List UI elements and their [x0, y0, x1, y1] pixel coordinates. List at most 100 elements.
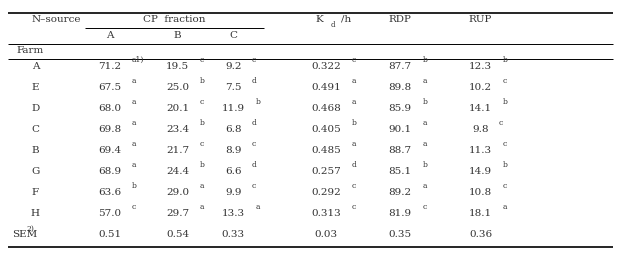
Text: 19.5: 19.5: [166, 62, 189, 71]
Text: b: b: [352, 119, 357, 127]
Text: 24.4: 24.4: [166, 167, 189, 176]
Text: CP  fraction: CP fraction: [143, 15, 206, 24]
Text: 68.9: 68.9: [98, 167, 121, 176]
Text: K: K: [316, 15, 324, 24]
Text: A: A: [106, 31, 113, 40]
Text: c: c: [200, 98, 204, 106]
Text: 87.7: 87.7: [389, 62, 412, 71]
Text: 0.491: 0.491: [311, 83, 341, 92]
Text: 10.8: 10.8: [469, 188, 492, 197]
Text: D: D: [31, 104, 40, 113]
Text: a: a: [132, 140, 137, 148]
Text: 6.8: 6.8: [225, 125, 242, 134]
Text: a: a: [422, 140, 427, 148]
Text: 0.322: 0.322: [311, 62, 341, 71]
Text: 21.7: 21.7: [166, 146, 189, 155]
Text: c: c: [352, 203, 356, 211]
Text: 81.9: 81.9: [389, 209, 412, 218]
Text: 57.0: 57.0: [98, 209, 121, 218]
Text: B: B: [174, 31, 181, 40]
Text: c: c: [503, 140, 507, 148]
Text: c: c: [499, 119, 503, 127]
Text: 89.2: 89.2: [389, 188, 412, 197]
Text: C: C: [229, 31, 237, 40]
Text: b: b: [255, 98, 260, 106]
Text: /h: /h: [342, 15, 351, 24]
Text: RUP: RUP: [469, 15, 492, 24]
Text: 89.8: 89.8: [389, 83, 412, 92]
Text: RDP: RDP: [389, 15, 412, 24]
Text: a: a: [200, 182, 204, 190]
Text: b: b: [503, 98, 507, 106]
Text: c: c: [352, 56, 356, 64]
Text: b: b: [503, 56, 507, 64]
Text: 63.6: 63.6: [98, 188, 121, 197]
Text: 13.3: 13.3: [222, 209, 245, 218]
Text: 18.1: 18.1: [469, 209, 492, 218]
Text: a: a: [422, 119, 427, 127]
Text: 14.9: 14.9: [469, 167, 492, 176]
Text: 0.54: 0.54: [166, 230, 189, 239]
Text: 29.0: 29.0: [166, 188, 189, 197]
Text: a: a: [255, 203, 260, 211]
Text: c: c: [200, 56, 204, 64]
Text: b: b: [422, 161, 427, 169]
Text: c: c: [132, 203, 136, 211]
Text: a: a: [132, 161, 137, 169]
Text: 0.03: 0.03: [314, 230, 338, 239]
Text: 0.313: 0.313: [311, 209, 341, 218]
Text: 12.3: 12.3: [469, 62, 492, 71]
Text: b: b: [200, 119, 205, 127]
Text: 0.36: 0.36: [469, 230, 492, 239]
Text: b: b: [200, 77, 205, 85]
Text: c: c: [200, 140, 204, 148]
Text: a: a: [422, 182, 427, 190]
Text: 90.1: 90.1: [389, 125, 412, 134]
Text: N–source: N–source: [31, 15, 81, 24]
Text: 2): 2): [27, 225, 35, 232]
Text: 88.7: 88.7: [389, 146, 412, 155]
Text: b: b: [422, 98, 427, 106]
Text: 0.35: 0.35: [389, 230, 412, 239]
Text: 0.33: 0.33: [222, 230, 245, 239]
Text: 11.9: 11.9: [222, 104, 245, 113]
Text: 0.468: 0.468: [311, 104, 341, 113]
Text: 67.5: 67.5: [98, 83, 121, 92]
Text: c: c: [252, 56, 256, 64]
Text: 20.1: 20.1: [166, 104, 189, 113]
Text: c: c: [252, 140, 256, 148]
Text: 6.6: 6.6: [225, 167, 242, 176]
Text: b: b: [422, 56, 427, 64]
Text: 29.7: 29.7: [166, 209, 189, 218]
Text: d: d: [252, 77, 256, 85]
Text: 85.1: 85.1: [389, 167, 412, 176]
Text: 9.8: 9.8: [472, 125, 489, 134]
Text: 10.2: 10.2: [469, 83, 492, 92]
Text: a: a: [352, 77, 356, 85]
Text: d: d: [352, 161, 357, 169]
Text: d: d: [331, 21, 335, 29]
Text: 7.5: 7.5: [225, 83, 242, 92]
Text: A: A: [32, 62, 39, 71]
Text: 0.257: 0.257: [311, 167, 341, 176]
Text: b: b: [503, 161, 507, 169]
Text: d: d: [252, 119, 256, 127]
Text: 14.1: 14.1: [469, 104, 492, 113]
Text: Farm: Farm: [17, 46, 44, 55]
Text: E: E: [32, 83, 39, 92]
Text: c: c: [422, 203, 427, 211]
Text: 0.405: 0.405: [311, 125, 341, 134]
Text: C: C: [32, 125, 39, 134]
Text: 11.3: 11.3: [469, 146, 492, 155]
Text: 0.485: 0.485: [311, 146, 341, 155]
Text: a1): a1): [132, 56, 144, 64]
Text: 69.4: 69.4: [98, 146, 121, 155]
Text: 69.8: 69.8: [98, 125, 121, 134]
Text: F: F: [32, 188, 39, 197]
Text: a: a: [132, 77, 137, 85]
Text: SEM: SEM: [12, 230, 38, 239]
Text: a: a: [132, 119, 137, 127]
Text: 23.4: 23.4: [166, 125, 189, 134]
Text: 9.2: 9.2: [225, 62, 242, 71]
Text: c: c: [503, 182, 507, 190]
